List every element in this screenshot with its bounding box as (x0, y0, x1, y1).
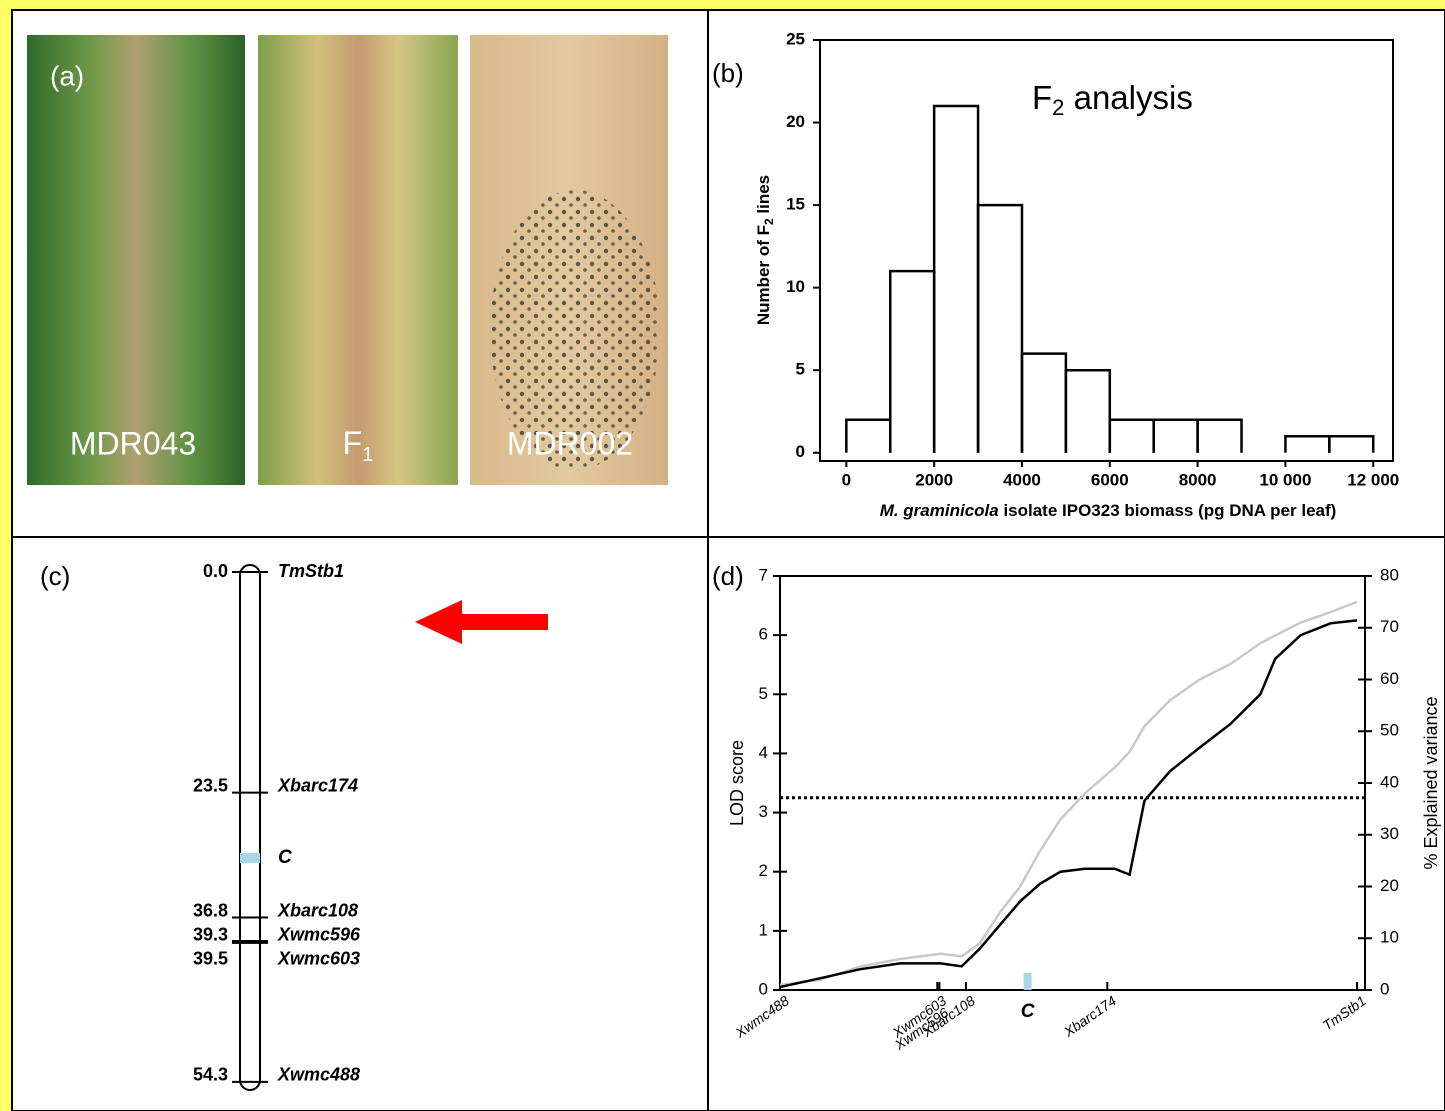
arrow (415, 600, 548, 644)
y-axis-title: LOD score (727, 740, 747, 826)
bar (1196, 418, 1243, 453)
histogram: (b) 0 5 10 15 20 25 0 2000 4000 6000 8000 10 000 12 0… (712, 29, 1399, 520)
leaf-label: MDR043 (70, 425, 196, 461)
y2-tick-label: 60 (1380, 669, 1399, 688)
series-line (779, 619, 1358, 989)
y-tick-label: 15 (786, 195, 805, 214)
marker-name: Xwmc596 (277, 924, 361, 944)
bar (976, 203, 1024, 453)
marker-name: Xbarc174 (277, 775, 358, 795)
y-tick-label: 3 (759, 802, 768, 821)
x-axis-title: isolate IPO323 biomass (pg DNA per leaf) (999, 501, 1337, 520)
x-axis-title: M. graminicola (880, 501, 999, 520)
marker-position: 0.0 (203, 561, 228, 581)
marker-position: 39.3 (193, 924, 228, 944)
y-axis-title: Number of F2 lines (754, 175, 776, 325)
leaf-photo (27, 35, 245, 485)
y2-tick-label: 20 (1380, 876, 1399, 895)
series-line (779, 600, 1358, 987)
y-tick-label: 5 (796, 360, 805, 379)
y2-tick-label: 30 (1380, 824, 1399, 843)
qtl-label: C (1021, 1001, 1035, 1022)
marker-position: 23.5 (193, 775, 228, 795)
y2-tick-label: 0 (1380, 979, 1389, 998)
bar (1328, 434, 1375, 453)
x-tick-label: 8000 (1179, 470, 1217, 489)
x-tick-label: 2000 (915, 470, 953, 489)
y-tick-label: 10 (786, 277, 805, 296)
y2-tick-label: 80 (1380, 565, 1399, 584)
x-tick-label: 12 000 (1347, 470, 1399, 489)
subscript: 2 (762, 218, 776, 225)
y-tick-label: 20 (786, 112, 805, 131)
leaf-label: F (343, 425, 363, 461)
x-tick-label: 10 000 (1259, 470, 1311, 489)
y-tick-label: 0 (759, 979, 768, 998)
frame (11, 9, 1445, 1111)
marker-name: Xwmc603 (277, 948, 360, 968)
leaf-label: F1 (343, 425, 374, 466)
panel-label: (d) (712, 561, 744, 591)
y-tick-label: 5 (759, 684, 768, 703)
y-axis-title: Number of F (754, 225, 773, 325)
leaf-label: MDR002 (507, 425, 633, 461)
genetic-map: (c) C 0.0 TmStb1 23.5 Xbarc174 36.8 Xbarc108 3… (40, 561, 548, 1091)
y-tick-label: 25 (786, 29, 805, 48)
subscript: 2 (1052, 95, 1064, 120)
annotation: F2 analysis (1032, 79, 1193, 120)
x-tick-label: 0 (842, 470, 851, 489)
leaf-photo (258, 35, 458, 485)
y2-tick-label: 10 (1380, 928, 1399, 947)
marker-position: 36.8 (193, 900, 228, 920)
lesion (490, 190, 660, 470)
y-tick-label: 4 (759, 743, 768, 762)
y-axis-title: lines (754, 175, 773, 218)
panel-label: (b) (712, 58, 744, 88)
marker-name: Xwmc488 (277, 1065, 360, 1085)
plot-frame (819, 39, 1394, 462)
panel-label: (c) (40, 561, 70, 591)
qtl-marker (1023, 973, 1032, 990)
x-axis-title: M. graminicola isolate IPO323 biomass (p… (880, 501, 1337, 520)
y2-tick-label: 40 (1380, 772, 1399, 791)
y-tick-label: 0 (796, 442, 805, 461)
photo-panel: (a) MDR043 F1 MDR002 (27, 35, 668, 485)
marker-name: Xbarc108 (277, 900, 358, 920)
y2-axis-title: % Explained variance (1421, 696, 1441, 869)
marker-name: TmStb1 (278, 561, 344, 581)
bar (1064, 368, 1112, 453)
y-tick-label: 7 (759, 565, 768, 584)
subscript: 1 (362, 444, 373, 466)
y-tick-label: 6 (759, 625, 768, 644)
x-tick-label: 6000 (1091, 470, 1129, 489)
y-tick-label: 2 (759, 861, 768, 880)
marker-position: 54.3 (193, 1065, 228, 1085)
annotation: F (1032, 79, 1052, 116)
qtl-label: C (278, 847, 292, 868)
qtl-marker (240, 853, 260, 863)
panel-label: (a) (50, 60, 84, 91)
y2-tick-label: 50 (1380, 721, 1399, 740)
marker-position: 39.5 (193, 948, 228, 968)
x-tick-label: 4000 (1003, 470, 1041, 489)
y2-tick-label: 70 (1380, 617, 1399, 636)
chromosome (239, 564, 261, 1091)
y-tick-label: 1 (759, 920, 768, 939)
annotation: analysis (1064, 79, 1192, 116)
